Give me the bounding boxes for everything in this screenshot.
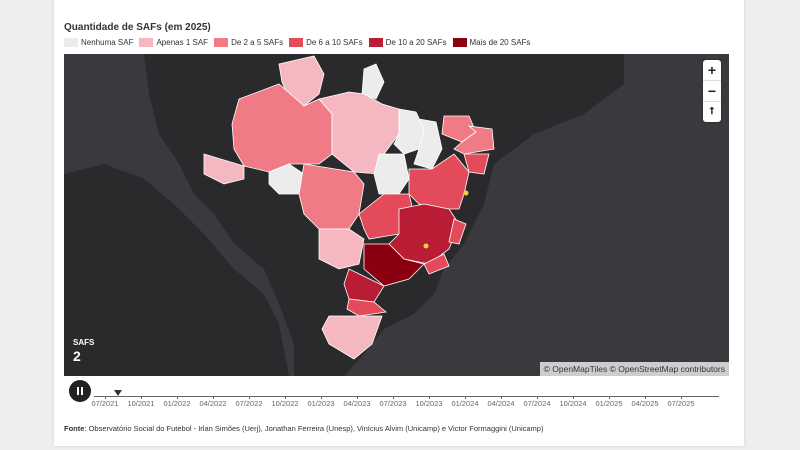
state-al-se[interactable] — [463, 153, 490, 175]
timeline-tick-mark — [213, 396, 214, 399]
timeline-tick-label[interactable]: 10/2022 — [271, 399, 299, 408]
safs-label: SAFS — [73, 338, 95, 347]
state-ms[interactable] — [318, 228, 365, 270]
state-pa[interactable] — [318, 91, 400, 175]
timeline-tick-mark — [465, 396, 466, 399]
zoom-in-button[interactable]: + — [703, 60, 721, 81]
timeline-tick-label[interactable]: 07/2024 — [523, 399, 551, 408]
timeline-tick-label[interactable]: 10/2023 — [415, 399, 443, 408]
state-pe[interactable] — [453, 125, 495, 155]
zoom-out-button[interactable]: − — [703, 81, 721, 102]
timeline-tick-mark — [105, 396, 106, 399]
timeline-tick-label[interactable]: 04/2024 — [487, 399, 515, 408]
timeline-tick-label[interactable]: 07/2022 — [235, 399, 263, 408]
timeline-tick-label[interactable]: 04/2023 — [343, 399, 371, 408]
state-rs[interactable] — [321, 315, 383, 360]
timeline-tick-mark — [321, 396, 322, 399]
state-rj[interactable] — [423, 253, 450, 275]
map-marker[interactable] — [463, 190, 469, 196]
legend-swatch — [368, 38, 383, 47]
timeline-tick-label[interactable]: 07/2021 — [91, 399, 119, 408]
legend-swatch — [64, 38, 78, 47]
timeline-tick-mark — [285, 396, 286, 399]
timeline-tick-mark — [573, 396, 574, 399]
zoom-controls: + − ⭡ — [703, 60, 721, 122]
map-svg[interactable] — [64, 54, 729, 376]
state-es[interactable] — [448, 218, 467, 245]
state-mt[interactable] — [298, 163, 365, 230]
legend: Nenhuma SAF Apenas 1 SAF De 2 a 5 SAFs D… — [64, 38, 530, 47]
state-pi[interactable] — [413, 118, 443, 170]
timeline-tick-mark — [141, 396, 142, 399]
state-sp[interactable] — [363, 243, 425, 287]
timeline-tick-mark — [681, 396, 682, 399]
timeline-tick-label[interactable]: 10/2024 — [559, 399, 587, 408]
timeline-tick-mark — [501, 396, 502, 399]
timeline-tick-label[interactable]: 07/2025 — [667, 399, 695, 408]
legend-swatch — [139, 38, 154, 47]
state-ac[interactable] — [203, 153, 245, 185]
timeline-tick-label[interactable]: 01/2022 — [163, 399, 191, 408]
state-am[interactable] — [231, 83, 333, 173]
pause-button[interactable] — [69, 380, 91, 402]
legend-swatch — [214, 38, 229, 47]
timeline-tick-mark — [177, 396, 178, 399]
legend-item-one: Apenas 1 SAF — [139, 38, 208, 47]
timeline-tick-mark — [393, 396, 394, 399]
timeline-tick-label[interactable]: 07/2023 — [379, 399, 407, 408]
timeline-tick-mark — [537, 396, 538, 399]
source-note: Fonte: Observatório Social do Futebol - … — [64, 424, 544, 433]
timeline-tick-mark — [645, 396, 646, 399]
timeline-tick-label[interactable]: 01/2024 — [451, 399, 479, 408]
state-ba[interactable] — [408, 153, 470, 210]
timeline-tick-label[interactable]: 04/2025 — [631, 399, 659, 408]
legend-swatch — [452, 38, 467, 47]
legend-item-10-20: De 10 a 20 SAFs — [368, 38, 447, 47]
legend-item-2-5: De 2 a 5 SAFs — [214, 38, 283, 47]
legend-swatch — [289, 38, 304, 47]
timeline-tick-label[interactable]: 01/2023 — [307, 399, 335, 408]
map-canvas[interactable]: + − ⭡ SAFS 2 © OpenMapTiles © OpenStreet… — [64, 54, 729, 376]
timeline-tick-label[interactable]: 04/2022 — [199, 399, 227, 408]
timeline-track[interactable] — [94, 396, 719, 397]
timeline-tick-mark — [429, 396, 430, 399]
timeline-tick-mark — [357, 396, 358, 399]
timeline-tick-label[interactable]: 01/2025 — [595, 399, 623, 408]
state-sc[interactable] — [346, 298, 387, 317]
timeline-tick-label[interactable]: 10/2021 — [127, 399, 155, 408]
timeline-tick-mark — [609, 396, 610, 399]
map-marker[interactable] — [423, 243, 429, 249]
map-card: Quantidade de SAFs (em 2025) Nenhuma SAF… — [54, 0, 744, 446]
map-attribution[interactable]: © OpenMapTiles © OpenStreetMap contribut… — [539, 362, 729, 376]
safs-value: 2 — [73, 348, 81, 364]
state-ma[interactable] — [393, 108, 425, 155]
state-ap[interactable] — [361, 63, 385, 100]
legend-item-none: Nenhuma SAF — [64, 38, 133, 47]
continent-land-west — [64, 164, 289, 376]
chart-title: Quantidade de SAFs (em 2025) — [64, 22, 211, 33]
timeline-thumb[interactable] — [114, 390, 122, 396]
reset-north-button[interactable]: ⭡ — [709, 106, 715, 117]
legend-item-6-10: De 6 a 10 SAFs — [289, 38, 363, 47]
timeline-tick-mark — [249, 396, 250, 399]
legend-item-20-plus: Mais de 20 SAFs — [452, 38, 530, 47]
